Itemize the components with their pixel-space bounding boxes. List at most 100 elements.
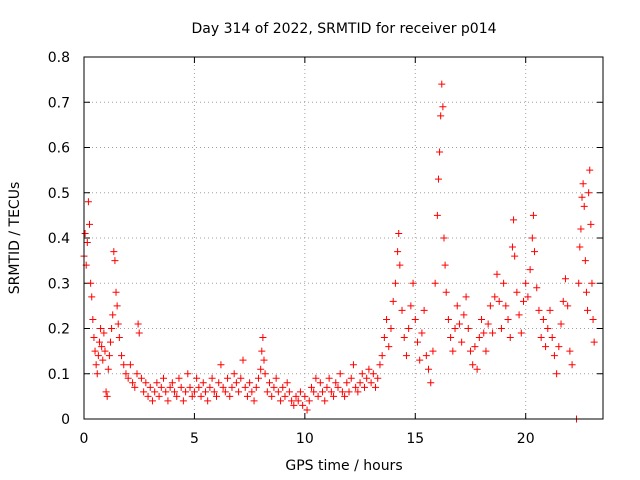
data-point — [250, 397, 258, 405]
data-point — [195, 383, 203, 391]
data-point — [395, 229, 403, 237]
data-point — [515, 311, 523, 319]
data-point — [447, 334, 455, 342]
data-point — [204, 397, 212, 405]
data-point — [303, 406, 311, 414]
data-point — [380, 334, 388, 342]
data-point — [475, 334, 483, 342]
data-point — [263, 388, 271, 396]
data-point — [372, 383, 380, 391]
data-points — [80, 80, 598, 423]
data-point — [290, 401, 298, 409]
data-point — [112, 288, 120, 296]
data-point — [444, 315, 452, 323]
data-point — [175, 374, 183, 382]
data-point — [427, 379, 435, 387]
data-point — [325, 374, 333, 382]
data-point — [201, 388, 209, 396]
data-point — [378, 352, 386, 360]
data-point — [587, 220, 595, 228]
y-tick-label: 0.5 — [48, 186, 70, 202]
data-point — [261, 370, 269, 378]
data-point — [281, 392, 289, 400]
data-point — [144, 392, 152, 400]
data-point — [460, 311, 468, 319]
data-point — [126, 361, 134, 369]
data-point — [360, 383, 368, 391]
data-point — [585, 189, 593, 197]
data-point — [239, 356, 247, 364]
data-point — [422, 352, 430, 360]
data-point — [517, 329, 525, 337]
data-point — [199, 379, 207, 387]
data-point — [577, 225, 585, 233]
data-point — [352, 383, 360, 391]
data-point — [345, 388, 353, 396]
data-point — [407, 302, 415, 310]
data-point — [582, 288, 590, 296]
data-point — [511, 252, 519, 260]
data-point — [99, 356, 107, 364]
data-point — [321, 397, 329, 405]
axis-ticks — [83, 56, 603, 420]
data-point — [319, 388, 327, 396]
data-point — [254, 374, 262, 382]
data-point — [88, 293, 96, 301]
data-point — [434, 175, 442, 183]
data-point — [100, 329, 108, 337]
data-point — [120, 361, 128, 369]
data-point — [374, 374, 382, 382]
y-axis-title: SRMTID / TECUs — [7, 182, 23, 295]
data-point — [449, 347, 457, 355]
data-point — [418, 329, 426, 337]
data-point — [98, 343, 106, 351]
data-point — [230, 370, 238, 378]
data-point — [546, 306, 554, 314]
data-point — [369, 370, 377, 378]
data-point — [469, 361, 477, 369]
data-point — [363, 374, 371, 382]
data-point — [151, 388, 159, 396]
data-point — [442, 288, 450, 296]
data-point — [197, 392, 205, 400]
data-point — [354, 388, 362, 396]
data-point — [502, 302, 510, 310]
data-point — [588, 279, 596, 287]
y-tick-label: 0.7 — [48, 95, 70, 111]
data-point — [94, 352, 102, 360]
data-point — [91, 347, 99, 355]
data-point — [589, 315, 597, 323]
data-point — [142, 379, 150, 387]
data-point — [347, 374, 355, 382]
data-point — [182, 388, 190, 396]
data-point — [301, 392, 309, 400]
data-point — [248, 388, 256, 396]
data-point — [252, 383, 260, 391]
data-point — [292, 392, 300, 400]
data-point — [438, 80, 446, 88]
data-point — [391, 279, 399, 287]
data-point — [115, 334, 123, 342]
data-point — [268, 392, 276, 400]
data-point — [307, 383, 315, 391]
x-axis-title: GPS time / hours — [285, 458, 402, 474]
data-point — [105, 352, 113, 360]
data-point — [349, 361, 357, 369]
data-point — [566, 347, 574, 355]
data-point — [259, 334, 267, 342]
data-point — [221, 388, 229, 396]
data-point — [146, 383, 154, 391]
data-point — [310, 388, 318, 396]
x-tick-label: 5 — [190, 431, 199, 447]
data-point — [124, 374, 132, 382]
data-point — [316, 379, 324, 387]
data-point — [389, 297, 397, 305]
data-point — [513, 288, 521, 296]
data-point — [482, 347, 490, 355]
data-point — [400, 334, 408, 342]
data-point — [548, 334, 556, 342]
data-point — [86, 220, 94, 228]
data-point — [586, 166, 594, 174]
data-point — [330, 392, 338, 400]
